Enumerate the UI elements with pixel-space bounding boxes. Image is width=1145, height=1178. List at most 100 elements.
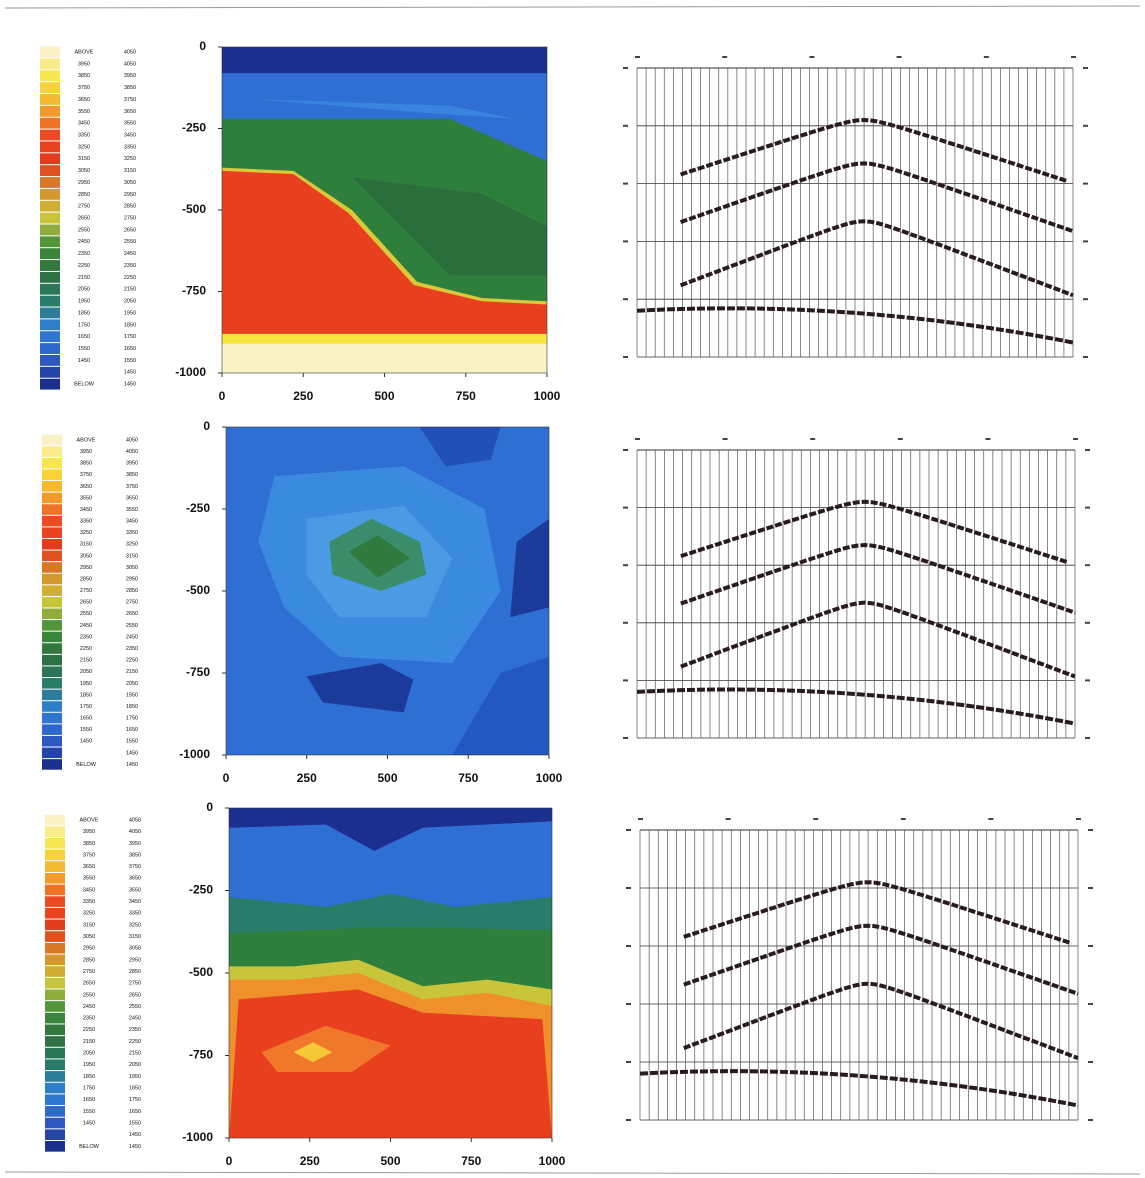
legend-swatch	[45, 1106, 65, 1117]
legend-swatch	[45, 896, 65, 907]
legend-label: 2250	[126, 658, 138, 664]
legend-label: 2450	[124, 251, 136, 257]
legend-swatch	[42, 573, 62, 585]
legend-label: 2050	[129, 1062, 141, 1068]
legend-label: 3150	[80, 542, 92, 548]
legend-swatch	[40, 307, 60, 319]
legend-swatch	[40, 319, 60, 331]
seis-tick	[626, 1061, 631, 1063]
contour-region	[254, 99, 515, 119]
legend-label: 1450	[129, 1144, 141, 1150]
legend-swatch	[42, 620, 62, 631]
legend-label: 2250	[80, 646, 92, 652]
legend-label: 3350	[83, 899, 95, 905]
seis-tick	[1083, 356, 1088, 358]
legend-swatch	[42, 492, 62, 504]
legend-label: 3850	[83, 841, 95, 847]
legend-label: 1450	[80, 739, 92, 745]
seis-tick	[985, 438, 991, 440]
y-tick-label: -250	[189, 883, 213, 897]
x-tick-label: 750	[458, 771, 478, 785]
legend-label: 1850	[124, 322, 136, 328]
legend-swatch	[42, 608, 62, 620]
legend-swatch	[42, 678, 62, 689]
legend-label: 2650	[80, 600, 92, 606]
seis-tick	[1088, 1061, 1093, 1063]
legend-label: 2650	[78, 216, 90, 222]
seis-tick	[626, 1119, 631, 1121]
legend-label: BELOW	[74, 382, 95, 388]
legend-label: 2950	[80, 565, 92, 571]
y-tick-label: -1000	[175, 365, 206, 379]
legend-label: 1950	[124, 310, 136, 316]
legend-label: 3050	[78, 168, 90, 174]
legend-swatch	[45, 907, 65, 919]
legend-swatch	[40, 224, 60, 236]
legend-label: 1450	[124, 382, 136, 388]
legend-label: 2650	[83, 981, 95, 987]
legend-label: 2750	[78, 204, 90, 210]
legend-label: 2550	[80, 611, 92, 617]
legend-label: 2150	[83, 1039, 95, 1045]
legend-swatch	[40, 248, 60, 260]
frame-top	[4, 5, 1141, 9]
y-tick-label: 0	[199, 39, 206, 53]
legend-label: 3550	[80, 495, 92, 501]
legend-swatch	[40, 331, 60, 343]
legend-label: 1750	[78, 322, 90, 328]
seis-event	[683, 923, 1079, 996]
legend-swatch	[40, 366, 60, 378]
x-tick-label: 1000	[536, 771, 563, 785]
legend-label: 2950	[124, 192, 136, 198]
seis-tick	[1088, 1003, 1093, 1005]
legend-label: 3050	[83, 934, 95, 940]
legend-label: 2450	[126, 634, 138, 640]
seis-tick	[623, 506, 628, 509]
legend-label: 2050	[80, 669, 92, 675]
legend-swatch	[45, 942, 65, 954]
legend-label: 2350	[129, 1027, 141, 1033]
legend-label: 2850	[126, 588, 138, 594]
legend-swatch	[45, 1094, 65, 1106]
legend-label: 1450	[124, 370, 136, 376]
legend-label: 3150	[83, 922, 95, 928]
legend-swatch	[40, 153, 60, 165]
legend-swatch	[45, 1117, 65, 1129]
x-tick-label: 250	[300, 1154, 320, 1168]
seis-tick	[1085, 737, 1090, 739]
contour-region	[306, 663, 414, 713]
legend-swatch	[42, 712, 62, 724]
legend-swatch	[40, 94, 60, 105]
legend-label: 1550	[124, 358, 136, 364]
legend-label: 2650	[126, 611, 138, 617]
legend-swatch	[40, 295, 60, 307]
seis-tick	[813, 818, 819, 820]
legend-label: 2750	[129, 981, 141, 987]
legend-swatch	[42, 689, 62, 701]
legend-swatch	[40, 82, 60, 94]
legend-swatch	[40, 200, 60, 212]
seis-tick	[623, 679, 628, 682]
contour-region	[510, 518, 549, 618]
legend-label: 2850	[80, 576, 92, 582]
legend-label: 3950	[126, 461, 138, 467]
legend-label: 4050	[126, 449, 138, 455]
legend-label: 2450	[80, 623, 92, 629]
legend-swatch	[40, 46, 60, 58]
legend-label: 2250	[129, 1039, 141, 1045]
seis-tick	[1083, 124, 1088, 127]
legend-label: 4050	[129, 817, 141, 823]
legend-label: 2550	[129, 1004, 141, 1010]
seis-tick	[1083, 67, 1088, 69]
legend-label: 3850	[80, 461, 92, 467]
legend-label: 2450	[78, 239, 90, 245]
legend-swatch	[42, 434, 62, 446]
x-tick-label: 500	[374, 389, 394, 403]
legend-label: 2250	[78, 263, 90, 269]
legend-label: 3650	[124, 109, 136, 115]
seis-tick	[983, 56, 989, 58]
legend-label: 3450	[80, 507, 92, 513]
legend-label: 1950	[126, 692, 138, 698]
y-tick-label: -500	[182, 202, 206, 216]
